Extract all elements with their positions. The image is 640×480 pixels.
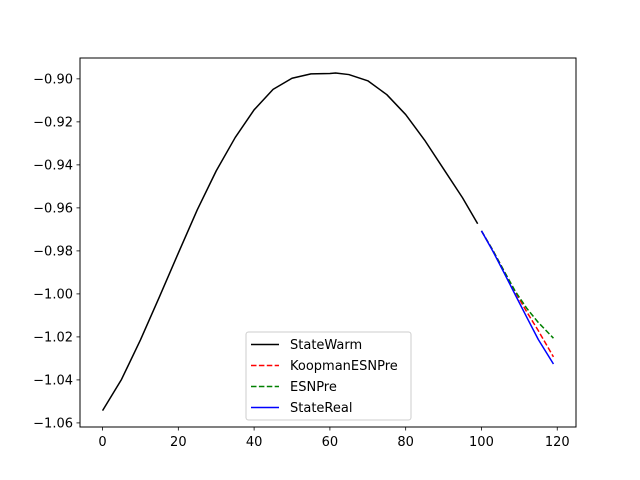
y-tick-label: −0.92 [33,115,73,130]
series-line-3 [480,230,555,365]
legend-label: StateWarm [290,338,362,353]
y-tick-label: −0.94 [33,158,73,173]
y-tick-label: −0.98 [33,244,73,259]
y-tick-label: −1.00 [33,287,73,302]
x-tick-label: 60 [322,435,339,450]
x-tick-label: 20 [170,435,187,450]
y-tick-label: −0.96 [33,201,73,216]
x-tick-label: 120 [545,435,570,450]
series-line-2 [480,230,554,339]
x-tick-label: 80 [397,435,414,450]
legend-label: StateReal [290,401,352,416]
x-axis: 0 20 40 60 80 100 120 [98,427,570,450]
x-tick-label: 40 [246,435,263,450]
plot-lines [101,72,555,412]
legend: StateWarm KoopmanESNPre ESNPre StateReal [245,331,412,421]
y-tick-label: −0.90 [33,72,73,87]
legend-label: ESNPre [290,380,337,395]
x-tick-label: 0 [98,435,106,450]
legend-label: KoopmanESNPre [290,359,398,374]
plot-frame [79,57,577,428]
y-tick-label: −1.06 [33,416,73,431]
y-tick-label: −1.04 [33,373,73,388]
x-tick-label: 100 [469,435,494,450]
series-line-0 [101,72,479,412]
legend-box [245,331,412,421]
series-line-1 [480,230,555,358]
y-axis: −1.06 −1.04 −1.02 −1.00 −0.98 −0.96 −0.94 −0.92… [33,72,80,431]
y-tick-label: −1.02 [33,330,73,345]
